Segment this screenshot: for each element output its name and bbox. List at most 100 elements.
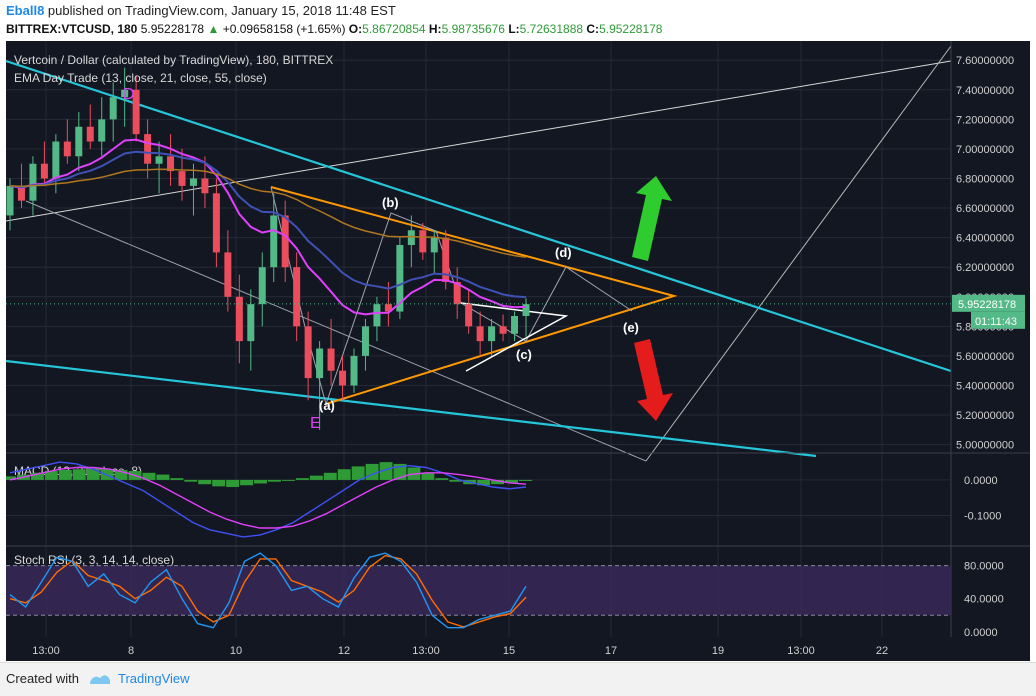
- ohlc-open: O:5.86720854: [348, 22, 426, 36]
- candle-body: [63, 141, 71, 157]
- price-tick-label: 5.20000000: [956, 410, 1014, 422]
- price-tick-label: 7.60000000: [956, 55, 1014, 67]
- macd-line: [9, 461, 527, 538]
- price-axis-bg: [951, 41, 1030, 637]
- candle-body: [476, 326, 484, 342]
- macd-bar: [72, 469, 86, 480]
- stoch-title: Stoch RSI (3, 3, 14, 14, close): [14, 553, 174, 567]
- price-tick-label: 7.20000000: [956, 114, 1014, 126]
- tradingview-link[interactable]: TradingView: [118, 671, 190, 686]
- candle-body: [155, 156, 163, 164]
- time-axis-bg: [6, 637, 1030, 661]
- macd-bar: [254, 479, 267, 484]
- wave-path: [270, 186, 633, 406]
- macd-bar: [58, 469, 72, 480]
- cyan-resistance-line: [6, 59, 952, 373]
- price-tick-label: 6.40000000: [956, 233, 1014, 245]
- macd-bar: [281, 479, 295, 481]
- ema-55-line: [9, 168, 527, 259]
- candle-body: [235, 296, 243, 342]
- white-wedge: [460, 302, 569, 372]
- price-tick-label: 6.80000000: [956, 173, 1014, 185]
- countdown-label: 01:11:43: [975, 316, 1017, 328]
- ohlc-high: H:5.98735676: [428, 22, 505, 36]
- green-up-arrow-icon: [632, 176, 672, 261]
- macd-bar: [30, 472, 44, 480]
- ema-13-line: [9, 138, 527, 316]
- macd-bar: [505, 479, 519, 483]
- author-name[interactable]: Eball8: [6, 3, 45, 18]
- footer: Created with TradingView: [0, 662, 1036, 696]
- macd-bar: [142, 472, 156, 480]
- last-price-label: 5.95228178: [958, 299, 1016, 311]
- macd-bar: [477, 479, 491, 486]
- macd-bar: [226, 479, 240, 488]
- ema-21-line: [9, 150, 527, 299]
- candle-body: [201, 178, 209, 194]
- candle-body: [384, 304, 392, 312]
- time-tick-label: 13:00: [787, 645, 815, 657]
- macd-bar: [295, 478, 309, 480]
- last-price-box: [952, 294, 1025, 312]
- price-tick-label: 5.40000000: [956, 380, 1014, 392]
- candle-body: [29, 163, 37, 201]
- candle-body: [453, 281, 461, 305]
- candle-body: [281, 215, 289, 268]
- time-tick-label: 15: [503, 645, 515, 657]
- candle-body: [442, 237, 450, 282]
- candle-body: [52, 141, 60, 179]
- macd-tick-label: 0.0000: [964, 475, 998, 487]
- time-tick-label: 17: [605, 645, 617, 657]
- stoch-pane: 80.0000 40.0000 0.0000: [6, 552, 1004, 639]
- macd-bar: [449, 479, 463, 482]
- candle-body: [327, 348, 335, 371]
- cyan-support-line: [6, 359, 817, 458]
- macd-bar: [519, 479, 532, 481]
- macd-bar: [6, 476, 16, 480]
- publish-text: published on TradingView.com, January 15…: [47, 3, 396, 18]
- candle-body: [407, 230, 415, 246]
- candle-body: [144, 134, 152, 164]
- macd-bar: [184, 479, 198, 482]
- publish-info: Eball8 published on TradingView.com, Jan…: [6, 3, 396, 18]
- price-tick-label: 6.60000000: [956, 203, 1014, 215]
- candle-body: [293, 267, 301, 327]
- signal-line: [9, 466, 527, 529]
- chart-area[interactable]: D E (a) (b) (c) (d) (e) 7.60000000 7.4000…: [6, 41, 1030, 661]
- stoch-band: [6, 565, 951, 616]
- macd-bar: [114, 469, 128, 480]
- macd-bar: [435, 478, 449, 480]
- macd-bar: [170, 478, 184, 480]
- candle-body: [499, 326, 507, 334]
- wave-label-D: D: [123, 86, 135, 103]
- macd-tick-label: -0.1000: [964, 511, 1001, 523]
- candle-body: [247, 304, 255, 342]
- ohlc-low: L:5.72631888: [508, 22, 584, 36]
- candle-body: [396, 245, 404, 312]
- last-price: 5.95228178: [140, 22, 205, 36]
- time-axis: 13:00 8 10 12 13:00 15 17 19 13:00 22: [32, 645, 888, 657]
- lower-diagonal-line: [25, 200, 647, 462]
- macd-pane: 0.0000 -0.1000: [6, 461, 1001, 538]
- candle-body: [465, 304, 473, 327]
- ohlc-close: C:5.95228178: [586, 22, 663, 36]
- red-down-arrow-icon: [634, 339, 673, 421]
- candle-body: [316, 348, 324, 379]
- stoch-k-line: [9, 552, 527, 629]
- candle-body: [350, 355, 358, 386]
- trendlines: [6, 45, 952, 462]
- time-tick-label: 13:00: [412, 645, 440, 657]
- macd-bar: [44, 471, 58, 480]
- candle-body: [339, 370, 347, 386]
- symbol-bar: BITTREX:VTCUSD, 180 5.95228178 ▲ +0.0965…: [6, 22, 662, 36]
- candle-body: [488, 326, 496, 342]
- candle-body: [189, 178, 197, 186]
- chart-background: [6, 41, 1030, 661]
- chart-title: Vertcoin / Dollar (calculated by Trading…: [14, 53, 333, 67]
- axes: 7.60000000 7.40000000 7.20000000 7.00000000…: [6, 41, 1030, 637]
- candle-body: [361, 326, 369, 356]
- candle-body: [430, 237, 438, 253]
- candle-body: [258, 267, 266, 305]
- candle-body: [224, 252, 232, 297]
- candle-body: [121, 89, 129, 98]
